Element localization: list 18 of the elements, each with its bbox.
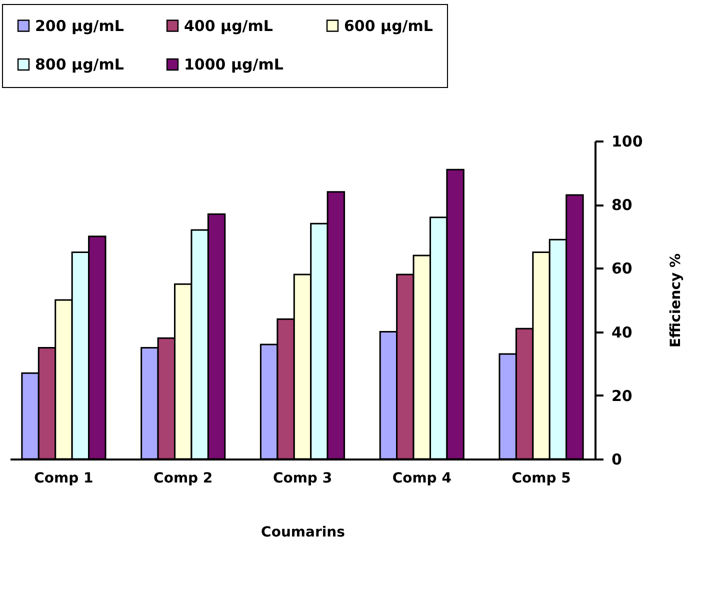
- x-tick-label: Comp 3: [272, 470, 332, 486]
- x-tick-label: Comp 4: [392, 470, 452, 486]
- legend-label: 400 µg/mL: [184, 16, 274, 35]
- y-tick-label: 80: [612, 196, 632, 214]
- legend-label: 800 µg/mL: [35, 56, 124, 74]
- y-tick-label: 60: [612, 260, 632, 278]
- y-tick-label: 40: [612, 323, 632, 342]
- legend-label: 200 µg/mL: [35, 16, 124, 35]
- y-tick-label: 0: [612, 450, 622, 468]
- legend-label: 1000 µg/mL: [184, 56, 284, 74]
- y-axis-title: Efficiency %: [668, 253, 684, 348]
- x-tick-label: Comp 2: [154, 470, 213, 486]
- x-tick-label: Comp 1: [34, 470, 94, 486]
- legend-label: 600 µg/mL: [344, 16, 434, 35]
- x-tick-label: Comp 5: [512, 470, 571, 486]
- y-tick-label: 100: [612, 132, 643, 150]
- x-axis-title: Coumarins: [261, 524, 345, 540]
- y-tick-label: 20: [612, 386, 632, 405]
